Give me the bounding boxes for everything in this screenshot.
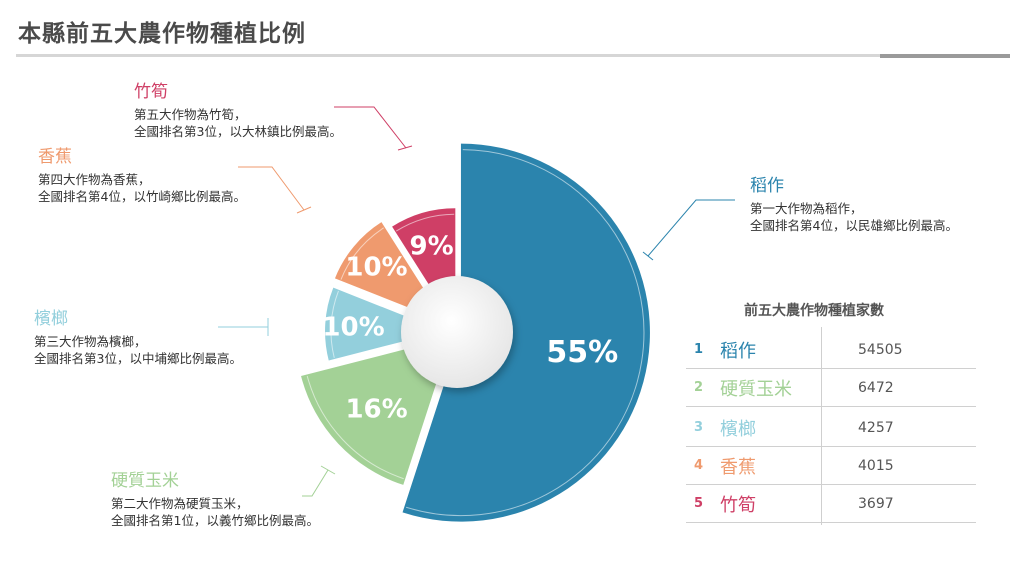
table-column-divider: [821, 327, 822, 525]
annotation-rice-line2: 全國排名第4位，以民雄鄉比例最高。: [750, 218, 958, 233]
annotation-banana-name: 香蕉: [38, 147, 72, 167]
slice-betel-percent-label: 10%: [322, 312, 384, 342]
table-row-crop: 香蕉: [720, 457, 756, 478]
annotation-rice: 稻作 第一大作物為稻作， 全國排名第4位，以民雄鄉比例最高。: [750, 175, 958, 234]
annotation-betel-line2: 全國排名第3位，以中埔鄉比例最高。: [34, 351, 242, 366]
table-row-rank: 5: [694, 496, 704, 511]
title-divider-accent: [880, 54, 1010, 58]
page-title: 本縣前五大農作物種植比例: [18, 21, 306, 47]
leader-tick-rice: [642, 251, 654, 261]
title-divider: [16, 54, 1010, 57]
donut-center-hole: [401, 276, 513, 388]
table-row-rank: 2: [694, 380, 704, 395]
slice-betel: [325, 287, 406, 361]
table-row-crop: 檳榔: [720, 419, 756, 440]
annotation-corn-line2: 全國排名第1位，以義竹鄉比例最高。: [111, 513, 319, 528]
slice-bamboo-edge-line: [395, 213, 455, 232]
slice-corn-percent-label: 16%: [345, 395, 407, 425]
slice-rice: [402, 143, 650, 522]
table-row: 3 檳榔 4257: [686, 410, 976, 447]
table-row-value: 4257: [858, 420, 894, 436]
table-row: 2 硬質玉米 6472: [686, 370, 976, 407]
leader-line-rice: [647, 199, 735, 257]
table-row-rank: 1: [694, 342, 704, 357]
slice-betel-edge-line: [330, 290, 339, 359]
slice-banana-edge-line: [340, 227, 384, 280]
annotation-banana-line1: 第四大作物為香蕉，: [38, 172, 151, 187]
annotation-bamboo-name: 竹筍: [134, 82, 168, 102]
slice-banana: [334, 222, 424, 308]
table-row-crop: 硬質玉米: [720, 379, 792, 400]
table-row-value: 3697: [858, 496, 894, 512]
table-row-crop: 稻作: [720, 341, 756, 362]
table-row-value: 4015: [858, 458, 894, 474]
annotation-rice-name: 稻作: [750, 176, 784, 196]
slice-rice-percent-label: 55%: [546, 335, 618, 370]
annotation-banana: 香蕉 第四大作物為香蕉， 全國排名第4位，以竹崎鄉比例最高。: [38, 146, 246, 205]
slice-corn: [301, 347, 439, 485]
annotation-bamboo-line2: 全國排名第3位，以大林鎮比例最高。: [134, 124, 342, 139]
slice-corn-edge-line: [306, 375, 404, 480]
annotation-banana-line2: 全國排名第4位，以竹崎鄉比例最高。: [38, 189, 246, 204]
leader-tick-corn: [320, 465, 336, 475]
annotation-bamboo-line1: 第五大作物為竹筍，: [134, 107, 247, 122]
leader-tick-bamboo: [397, 145, 413, 151]
table-row: 5 竹筍 3697: [686, 486, 976, 523]
annotation-corn: 硬質玉米 第二大作物為硬質玉米， 全國排名第1位，以義竹鄉比例最高。: [111, 470, 319, 529]
annotation-corn-line1: 第二大作物為硬質玉米，: [111, 496, 249, 511]
annotation-betel-name: 檳榔: [34, 309, 68, 329]
annotation-bamboo: 竹筍 第五大作物為竹筍， 全國排名第3位，以大林鎮比例最高。: [134, 81, 342, 140]
slice-bamboo-percent-label: 9%: [410, 232, 454, 262]
table-row-rank: 3: [694, 420, 704, 435]
leader-line-bamboo: [334, 106, 407, 149]
leader-tick-banana: [296, 206, 312, 214]
table-row-rank: 4: [694, 458, 704, 473]
annotation-betel: 檳榔 第三大作物為檳榔， 全國排名第3位，以中埔鄉比例最高。: [34, 308, 242, 367]
leader-line-corn: [302, 469, 329, 497]
table-row-crop: 竹筍: [720, 495, 756, 516]
table-row-value: 6472: [858, 380, 894, 396]
annotation-corn-name: 硬質玉米: [111, 471, 179, 491]
annotation-betel-line1: 第三大作物為檳榔，: [34, 334, 147, 349]
table-row-value: 54505: [858, 342, 903, 358]
slice-bamboo: [392, 208, 456, 293]
slice-rice-edge-line: [405, 149, 645, 517]
slice-banana-percent-label: 10%: [345, 252, 407, 282]
annotation-rice-line1: 第一大作物為稻作，: [750, 201, 863, 216]
table-row: 1 稻作 54505: [686, 332, 976, 369]
table-row: 4 香蕉 4015: [686, 448, 976, 485]
table-title: 前五大農作物種植家數: [744, 303, 884, 319]
leader-line-banana: [238, 166, 305, 211]
